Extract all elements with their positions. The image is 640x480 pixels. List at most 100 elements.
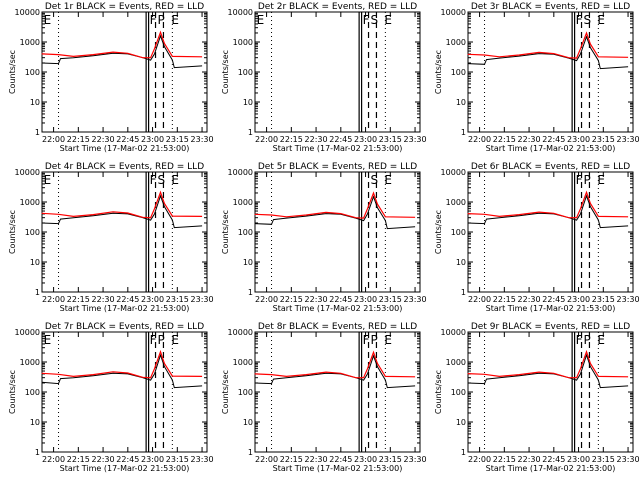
x-tick-label: 22:45 <box>542 295 565 304</box>
interval-marker-label: E <box>171 13 179 27</box>
x-tick-label: 22:15 <box>280 135 303 144</box>
plot-frame <box>467 331 634 453</box>
y-tick-label: 10 <box>456 418 466 427</box>
y-axis-label: Counts/sec <box>221 50 230 94</box>
interval-marker-label: E <box>171 333 179 347</box>
x-tick-label: 22:30 <box>305 295 328 304</box>
lld-series-line <box>41 349 203 379</box>
x-tick-label: 23:30 <box>404 135 427 144</box>
x-tick-label: 22:00 <box>42 295 65 304</box>
y-tick-label: 1 <box>35 128 40 137</box>
y-axis-label: Counts/sec <box>221 210 230 254</box>
panel-4: Det 4r BLACK = Events, RED = LLD 1 10 100 10… <box>8 162 214 313</box>
x-tick-label: 23:00 <box>567 295 590 304</box>
lld-series-line <box>254 350 416 379</box>
x-tick-label: 22:00 <box>468 295 491 304</box>
lld-series-line <box>41 30 203 59</box>
y-tick-label: 10000 <box>441 168 466 177</box>
x-tick-label: 23:00 <box>567 455 590 464</box>
interval-marker-label: F <box>363 333 370 347</box>
y-axis-label: Counts/sec <box>221 370 230 414</box>
y-tick-label: 100 <box>25 68 40 77</box>
x-tick-label: 23:15 <box>592 455 615 464</box>
plot-frame <box>41 11 208 133</box>
x-tick-label: 23:15 <box>166 455 189 464</box>
y-tick-label: 100 <box>238 228 253 237</box>
panel-title: Det 4r BLACK = Events, RED = LLD <box>45 162 204 172</box>
x-tick-label: 23:15 <box>379 135 402 144</box>
y-tick-label: 1 <box>461 448 466 457</box>
events-series-line <box>41 353 203 389</box>
x-axis-label: Start Time (17-Mar-02 21:53:00) <box>486 144 616 153</box>
x-tick-label: 23:15 <box>379 455 402 464</box>
x-tick-label: 22:45 <box>329 135 352 144</box>
y-tick-label: 10 <box>30 418 40 427</box>
plot-frame <box>41 171 208 293</box>
x-tick-label: 23:00 <box>354 135 377 144</box>
y-tick-label: 1 <box>248 448 253 457</box>
interval-marker-label: F <box>576 173 583 187</box>
lld-series-line <box>41 190 203 219</box>
y-tick-label: 1000 <box>20 38 40 47</box>
x-tick-label: 22:15 <box>67 295 90 304</box>
panel-title: Det 2r BLACK = Events, RED = LLD <box>258 2 417 12</box>
interval-marker-label: E <box>44 333 52 347</box>
x-tick-label: 22:45 <box>329 295 352 304</box>
x-tick-label: 22:45 <box>542 135 565 144</box>
interval-marker-label: S <box>158 173 166 187</box>
x-tick-label: 22:30 <box>518 455 541 464</box>
events-series-line <box>467 194 629 229</box>
x-tick-label: 22:45 <box>329 455 352 464</box>
x-axis-label: Start Time (17-Mar-02 21:53:00) <box>273 304 403 313</box>
x-tick-label: 22:15 <box>67 455 90 464</box>
x-tick-label: 23:30 <box>191 135 214 144</box>
x-tick-label: 23:30 <box>191 295 214 304</box>
x-tick-label: 22:00 <box>468 455 491 464</box>
interval-marker-label: F <box>150 173 157 187</box>
x-tick-label: 22:45 <box>542 455 565 464</box>
y-tick-label: 100 <box>25 388 40 397</box>
interval-marker-label: S <box>371 173 379 187</box>
y-tick-label: 10 <box>456 258 466 267</box>
y-axis-label: Counts/sec <box>8 210 17 254</box>
x-tick-label: 23:00 <box>354 455 377 464</box>
interval-marker-label: P <box>158 13 165 27</box>
interval-marker-label: E <box>44 13 52 27</box>
x-tick-label: 22:30 <box>92 135 115 144</box>
x-tick-label: 23:30 <box>617 295 640 304</box>
y-tick-label: 100 <box>451 388 466 397</box>
y-tick-label: 10 <box>243 258 253 267</box>
x-tick-label: 23:30 <box>617 135 640 144</box>
y-tick-label: 10 <box>243 98 253 107</box>
panel-title: Det 8r BLACK = Events, RED = LLD <box>258 322 417 332</box>
x-tick-label: 22:45 <box>116 455 139 464</box>
y-tick-label: 10 <box>243 418 253 427</box>
interval-marker-label: F <box>150 333 157 347</box>
y-tick-label: 1000 <box>20 358 40 367</box>
panel-9: Det 9r BLACK = Events, RED = LLD 1 10 100 10… <box>434 322 640 473</box>
panel-title: Det 9r BLACK = Events, RED = LLD <box>471 322 630 332</box>
x-tick-label: 23:30 <box>191 455 214 464</box>
interval-marker-label: E <box>384 173 392 187</box>
y-tick-label: 100 <box>25 228 40 237</box>
panel-2: Det 2r BLACK = Events, RED = LLD 1 10 100 10… <box>221 2 427 153</box>
interval-marker-label: P <box>584 333 591 347</box>
panel-3: Det 3r BLACK = Events, RED = LLD 1 10 100 10… <box>434 2 640 153</box>
x-tick-label: 23:15 <box>166 135 189 144</box>
x-axis-label: Start Time (17-Mar-02 21:53:00) <box>273 144 403 153</box>
x-tick-label: 23:00 <box>567 135 590 144</box>
plot-frame <box>467 11 634 133</box>
x-tick-label: 22:15 <box>493 295 516 304</box>
plot-frame <box>41 331 208 453</box>
y-tick-label: 1 <box>461 128 466 137</box>
x-tick-label: 22:30 <box>518 135 541 144</box>
x-tick-label: 22:45 <box>116 135 139 144</box>
plot-frame <box>467 171 634 293</box>
interval-marker-label: F <box>363 13 370 27</box>
y-tick-label: 10000 <box>15 168 40 177</box>
interval-marker-label: E <box>384 13 392 27</box>
x-tick-label: 23:15 <box>379 295 402 304</box>
y-tick-label: 100 <box>451 68 466 77</box>
panel-5: Det 5r BLACK = Events, RED = LLD 1 10 100 10… <box>221 162 427 313</box>
